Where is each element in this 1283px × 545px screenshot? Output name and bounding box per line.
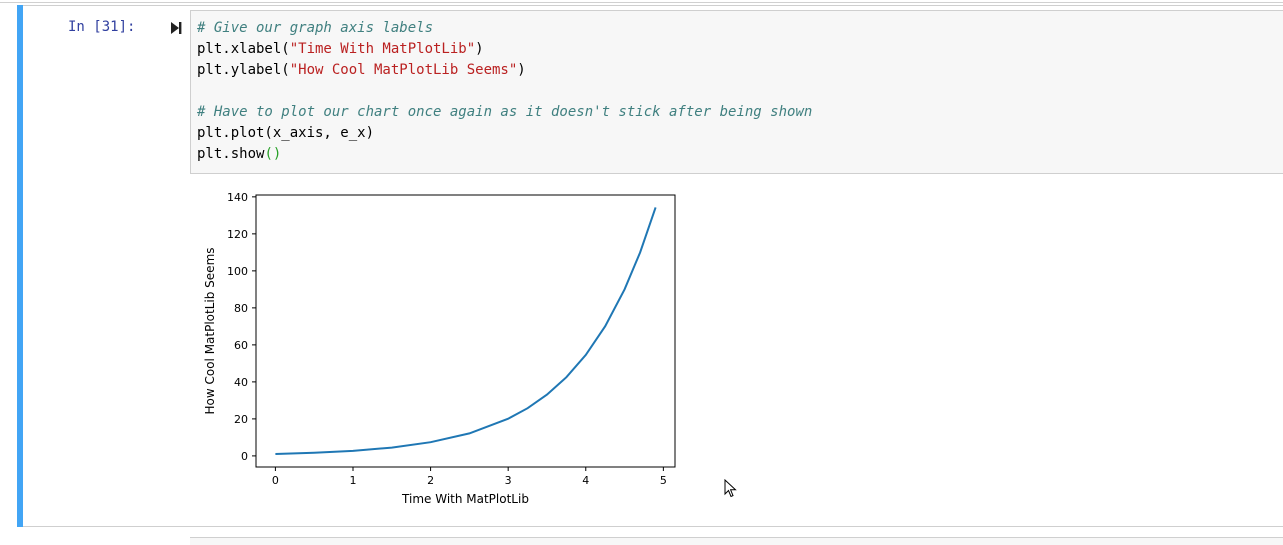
x-axis-label: Time With MatPlotLib: [401, 492, 529, 506]
series-line: [275, 207, 657, 455]
next-notebook-cell[interactable]: [190, 537, 1283, 545]
code-comment: # Give our graph axis labels: [197, 20, 434, 36]
x-tick-label: 3: [505, 474, 512, 487]
code-string: "How Cool MatPlotLib Seems": [289, 62, 518, 78]
top-divider: [0, 2, 1283, 3]
input-prompt: In [31]:: [68, 19, 136, 35]
plot-frame: [255, 194, 676, 468]
code-matching-parens: (): [264, 146, 282, 162]
code-line: plt.show: [197, 146, 265, 162]
mouse-pointer-icon: [724, 479, 737, 498]
x-tick-label: 1: [349, 474, 356, 487]
x-tick-label: 4: [582, 474, 589, 487]
y-tick-label: 20: [234, 413, 248, 426]
code-line: plt.xlabel(: [197, 41, 290, 57]
code-string: "Time With MatPlotLib": [289, 41, 476, 57]
y-tick-label: 60: [234, 339, 248, 352]
code-line: ): [517, 62, 526, 78]
x-tick-label: 2: [427, 474, 434, 487]
y-axis-label: How Cool MatPlotLib Seems: [203, 247, 217, 414]
y-tick-label: 0: [241, 450, 248, 463]
code-comment: # Have to plot our chart once again as i…: [197, 104, 813, 120]
cell-output-area: 0 1 2 3 4 5 0 20 40 60 80 100 120 140 Time With MatPl…: [190, 180, 690, 515]
line-chart: 0 1 2 3 4 5 0 20 40 60 80 100 120 140 Time With MatPl…: [203, 191, 676, 506]
y-tick-label: 120: [227, 228, 248, 241]
y-tick-label: 140: [227, 191, 248, 204]
y-tick-label: 100: [227, 265, 248, 278]
x-tick-label: 5: [660, 474, 667, 487]
run-cell-icon[interactable]: [170, 21, 182, 35]
selected-cell-indicator: [17, 5, 23, 527]
code-editor[interactable]: # Give our graph axis labels plt.xlabel(…: [197, 18, 812, 165]
y-tick-label: 80: [234, 302, 248, 315]
code-input-area[interactable]: # Give our graph axis labels plt.xlabel(…: [190, 10, 1283, 174]
code-line: ): [475, 41, 484, 57]
code-line: plt.plot(x_axis, e_x): [197, 125, 375, 141]
y-tick-label: 40: [234, 376, 248, 389]
x-tick-label: 0: [272, 474, 279, 487]
code-line: plt.ylabel(: [197, 62, 290, 78]
